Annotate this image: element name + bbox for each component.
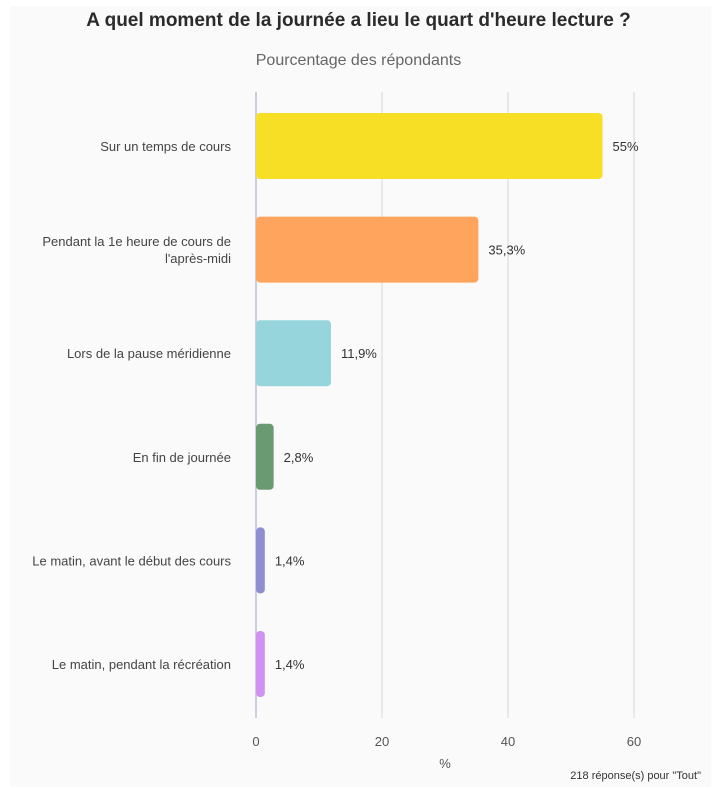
value-label: 55% <box>613 139 639 154</box>
value-label: 1,4% <box>275 553 305 568</box>
category-label: En fin de journée <box>133 450 231 465</box>
value-label: 11,9% <box>341 346 377 361</box>
x-tick-label: 40 <box>501 734 515 749</box>
value-label: 35,3% <box>488 243 525 258</box>
category-label: l'après-midi <box>165 251 231 266</box>
bar <box>256 631 265 697</box>
category-label: Pendant la 1e heure de cours de <box>42 234 231 249</box>
category-label: Lors de la pause méridienne <box>67 346 231 361</box>
chart-title: A quel moment de la journée a lieu le qu… <box>86 10 631 31</box>
bar <box>256 527 265 594</box>
x-tick-label: 60 <box>627 734 641 749</box>
bar <box>256 423 274 490</box>
category-label: Le matin, pendant la récréation <box>52 657 231 672</box>
x-tick-label: 20 <box>375 734 389 749</box>
bar <box>256 320 331 387</box>
category-label: Le matin, avant le début des cours <box>32 553 231 568</box>
bar <box>256 113 603 179</box>
chart-subtitle: Pourcentage des répondants <box>255 52 462 69</box>
x-axis-title: % <box>439 756 451 771</box>
category-label: Sur un temps de cours <box>100 139 231 154</box>
x-tick-label: 0 <box>252 734 259 749</box>
footnote: 218 réponse(s) pour "Tout" <box>570 770 701 782</box>
value-label: 1,4% <box>275 657 305 672</box>
bar <box>256 216 479 283</box>
value-label: 2,8% <box>284 450 314 465</box>
